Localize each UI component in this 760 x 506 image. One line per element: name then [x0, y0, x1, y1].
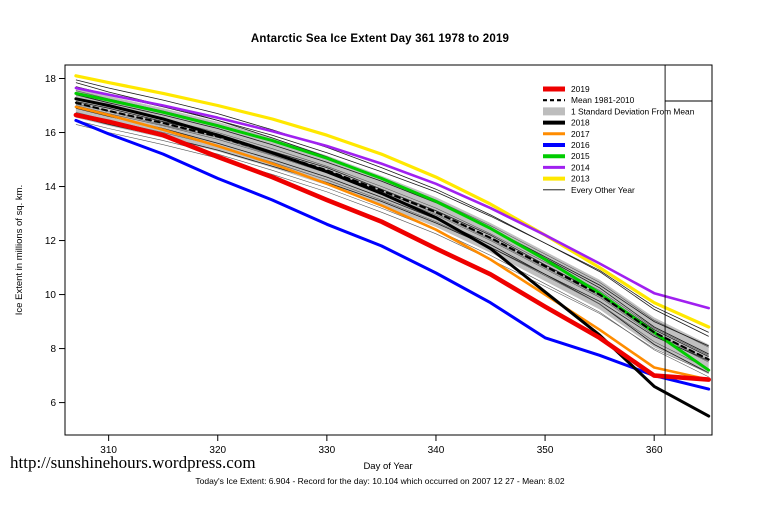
legend-label-2018: 2018	[571, 118, 590, 128]
series-line-2015	[74, 91, 711, 372]
series-line-mean-1981-2010	[74, 101, 710, 361]
y-tick-label: 18	[45, 74, 57, 85]
background-year-line	[75, 105, 709, 363]
background-year-line	[75, 124, 709, 374]
x-tick-label: 320	[209, 445, 226, 456]
x-tick-label: 340	[428, 445, 445, 456]
stats-footer: Today's Ice Extent: 6.904 - Record for t…	[195, 476, 565, 486]
std-dev-band	[75, 88, 709, 375]
legend-label-2014: 2014	[571, 162, 590, 172]
legend-label-mean-1981-2010: Mean 1981-2010	[571, 95, 635, 105]
series-line-2013	[74, 74, 711, 329]
legend-label-2016: 2016	[571, 140, 590, 150]
x-tick-label: 360	[646, 445, 663, 456]
series-line-2016	[74, 118, 711, 391]
legend-label-2017: 2017	[571, 129, 590, 139]
y-tick-label: 16	[45, 128, 57, 139]
series-line-2017	[74, 105, 711, 381]
background-year-line	[75, 79, 709, 337]
background-year-line	[75, 94, 709, 347]
background-year-line	[75, 115, 709, 362]
x-tick-label: 310	[100, 445, 117, 456]
series-line-2019	[73, 112, 712, 382]
background-year-line	[75, 120, 709, 378]
watermark-link[interactable]: http://sunshinehours.wordpress.com	[10, 453, 256, 472]
x-tick-label: 330	[319, 445, 336, 456]
legend-label-2013: 2013	[571, 174, 590, 184]
background-year-line	[75, 107, 709, 374]
series-line-2014	[74, 86, 711, 310]
y-tick-label: 10	[45, 290, 57, 301]
background-year-line	[75, 112, 709, 370]
legend-label-2019: 2019	[571, 84, 590, 94]
x-axis-label: Day of Year	[363, 461, 413, 472]
chart-title: Antarctic Sea Ice Extent Day 361 1978 to…	[250, 33, 510, 45]
y-axis-label: Ice Extent in millions of sq. km.	[14, 185, 25, 315]
legend-label-2015: 2015	[571, 151, 590, 161]
legend-label-1-standard-deviation-from-mean: 1 Standard Deviation From Mean	[571, 106, 695, 116]
y-tick-label: 12	[45, 236, 57, 247]
plot-border	[64, 64, 713, 436]
series-line-2018	[74, 97, 711, 418]
x-tick-label: 350	[537, 445, 554, 456]
background-year-line	[75, 86, 709, 333]
y-tick-label: 14	[45, 182, 57, 193]
y-tick-label: 6	[50, 398, 56, 409]
legend-label-every-other-year: Every Other Year	[571, 185, 635, 195]
y-tick-label: 8	[50, 344, 56, 355]
